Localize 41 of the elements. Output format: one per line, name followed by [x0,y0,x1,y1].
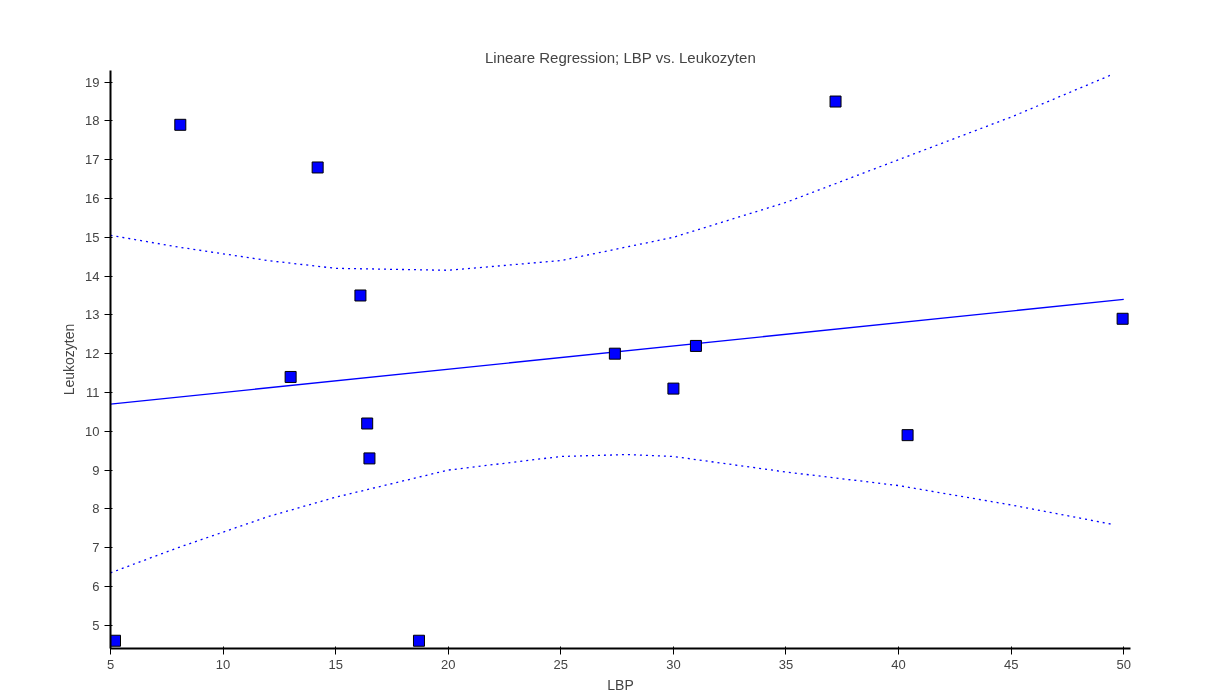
point [311,161,324,174]
x-tick-label: 15 [328,656,343,672]
x-tick-label: 40 [891,656,906,672]
y-tick-label: 19 [85,74,100,90]
point [412,634,425,647]
point [354,289,367,302]
y-tick-label: 15 [85,229,100,245]
y-tick-label: 6 [92,578,100,594]
point [361,417,374,430]
point [284,370,297,383]
y-tick-label: 7 [92,540,100,556]
x-tick-label: 50 [1116,656,1131,672]
point [174,118,187,131]
y-tick-label: 13 [85,307,100,323]
y-tick-label: 14 [85,268,100,284]
y-tick-label: 12 [85,346,100,362]
x-axis-title: LBP [607,676,634,693]
x-tick-label: 5 [106,656,115,672]
point [608,347,621,360]
point [1116,312,1129,325]
y-axis-title: Leukozyten [61,323,78,396]
x-tick-label: 25 [553,656,569,672]
x-tick-label: 35 [778,656,794,672]
point [901,429,914,442]
x-tick-label: 20 [441,656,456,672]
x-tick-label: 10 [215,656,231,672]
y-tick-label: 11 [86,384,100,400]
y-tick-label: 8 [92,501,100,517]
y-tick-label: 17 [85,152,100,168]
y-tick-label: 9 [92,462,100,478]
x-tick-label: 45 [1003,656,1019,672]
point [689,339,702,352]
point [667,382,680,395]
x-tick-label: 30 [666,656,681,672]
y-tick-label: 5 [92,617,100,633]
chart-title: Lineare Regression; LBP vs. Leukozyten [485,48,756,66]
y-tick-label: 18 [85,113,100,129]
point [829,95,842,108]
point [363,452,376,465]
y-tick-label: 10 [85,423,100,439]
y-tick-label: 16 [85,191,100,207]
